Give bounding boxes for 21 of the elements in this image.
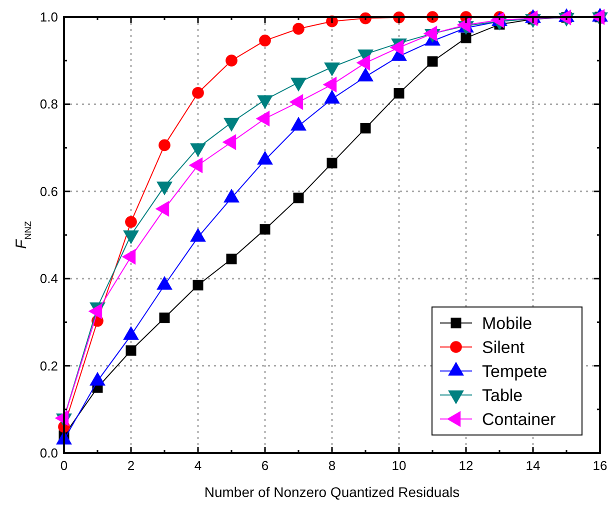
x-tick-label: 14: [526, 458, 540, 473]
x-tick-label: 8: [328, 458, 336, 473]
legend-label: Silent: [482, 338, 525, 357]
y-tick-label: 0.2: [40, 358, 58, 374]
y-tick-label: 0.4: [40, 271, 58, 286]
x-tick-label: 4: [194, 458, 202, 473]
x-tick-label: 10: [392, 458, 406, 473]
y-tick-label: 0.6: [40, 184, 58, 199]
legend-label: Tempete: [482, 362, 548, 381]
x-tick-label: 16: [592, 458, 608, 473]
x-tick-label: 6: [261, 458, 269, 473]
y-tick-label: 1.0: [40, 10, 58, 24]
legend-label: Table: [482, 386, 523, 405]
x-tick-label: 2: [127, 458, 135, 473]
x-tick-label: 0: [60, 458, 68, 473]
y-tick-label: 0.8: [40, 96, 58, 112]
x-axis-title: Number of Nonzero Quantized Residuals: [204, 484, 460, 500]
legend-label: Container: [482, 410, 556, 429]
legend-label: Mobile: [482, 314, 532, 333]
x-tick-label: 12: [458, 458, 474, 473]
y-tick-label: 0.0: [40, 446, 58, 460]
